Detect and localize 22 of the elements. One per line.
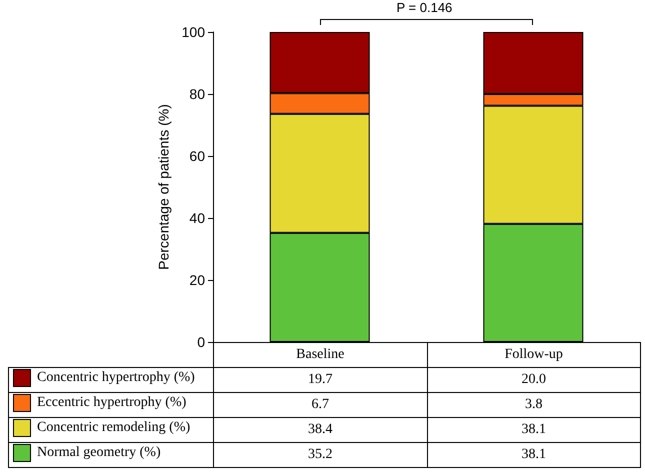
- legend-label: Concentric remodeling (%): [37, 420, 190, 436]
- data-label: 19.7: [214, 368, 427, 392]
- y-tick-label: 40: [189, 210, 206, 226]
- text: P = 0.146: [396, 0, 452, 15]
- y-tick-label: 80: [189, 86, 206, 102]
- data-label: 38.4: [214, 418, 427, 442]
- y-tick-label: 60: [189, 148, 206, 164]
- data-label: 35.2: [214, 442, 427, 468]
- legend-label: Concentric hypertrophy (%): [37, 370, 195, 386]
- y-tick-label: 0: [197, 334, 206, 350]
- x-tick-label: Baseline: [214, 342, 427, 368]
- data-label: 38.1: [427, 418, 640, 442]
- y-tick-label: 100: [182, 24, 206, 40]
- y-axis-title: Percentage of patients (%): [156, 104, 172, 270]
- data-label: 20.0: [427, 368, 640, 392]
- legend-label: Eccentric hypertrophy (%): [37, 394, 186, 410]
- y-tick-label: 20: [189, 272, 206, 288]
- legend-label: Normal geometry (%): [37, 444, 161, 460]
- x-tick-label: Follow-up: [427, 342, 640, 368]
- data-label: 3.8: [427, 392, 640, 418]
- data-label: 6.7: [214, 392, 427, 418]
- data-label: 38.1: [427, 442, 640, 468]
